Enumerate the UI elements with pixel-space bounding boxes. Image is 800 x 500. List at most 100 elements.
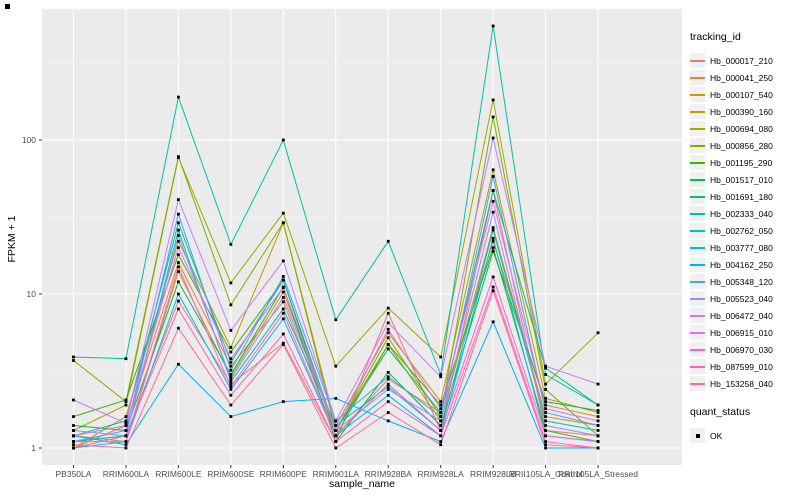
data-point bbox=[544, 382, 548, 386]
data-point bbox=[491, 246, 495, 250]
data-point bbox=[386, 393, 390, 397]
data-point bbox=[439, 429, 443, 432]
data-point bbox=[386, 382, 390, 386]
data-point bbox=[281, 307, 285, 311]
x-tick-label: RRII105LA_Stressed bbox=[558, 469, 638, 479]
legend-entry-label: Hb_004162_250 bbox=[710, 259, 773, 270]
data-point bbox=[176, 212, 180, 216]
data-point bbox=[386, 377, 390, 381]
legend-entry-label: Hb_003777_080 bbox=[710, 242, 773, 253]
data-point bbox=[596, 411, 600, 414]
data-point bbox=[334, 364, 338, 368]
data-point bbox=[229, 388, 233, 391]
data-point bbox=[491, 24, 495, 28]
y-tick-label: 10 bbox=[27, 289, 37, 299]
data-point bbox=[491, 210, 495, 214]
legend-entry-label: Hb_002762_050 bbox=[710, 225, 773, 236]
data-point bbox=[176, 326, 180, 330]
data-point bbox=[386, 347, 390, 351]
data-point bbox=[596, 403, 600, 407]
data-point bbox=[386, 331, 390, 335]
data-point bbox=[439, 403, 443, 407]
data-point bbox=[124, 440, 128, 444]
data-point bbox=[544, 411, 548, 414]
legend-entry-Hb_153258_040: Hb_153258_040 bbox=[690, 375, 798, 392]
data-point bbox=[229, 350, 233, 354]
data-point bbox=[439, 415, 443, 418]
data-point bbox=[124, 434, 128, 438]
x-tick-label: RRIM901LA bbox=[313, 469, 360, 479]
legend-key-line-icon bbox=[690, 342, 705, 357]
data-point bbox=[229, 303, 233, 307]
data-point bbox=[491, 285, 495, 289]
data-point bbox=[72, 424, 75, 427]
legend-key-line-icon bbox=[690, 104, 705, 119]
y-axis-title: FPKM + 1 bbox=[6, 215, 18, 263]
data-point bbox=[281, 300, 285, 304]
legend-entry-label: Hb_006472_040 bbox=[710, 310, 773, 321]
data-point bbox=[544, 443, 548, 447]
legend-entry-label: Hb_006970_030 bbox=[710, 344, 773, 355]
data-point bbox=[439, 375, 443, 379]
data-point bbox=[281, 290, 285, 294]
legend-entry-Hb_006472_040: Hb_006472_040 bbox=[690, 307, 798, 324]
legend-entry-label: Hb_000041_250 bbox=[710, 72, 773, 83]
data-point bbox=[491, 168, 495, 172]
data-point bbox=[281, 296, 285, 299]
legend-entry-Hb_001691_180: Hb_001691_180 bbox=[690, 188, 798, 205]
data-point bbox=[334, 446, 338, 450]
data-point bbox=[229, 403, 233, 407]
legend-title-tracking-id: tracking_id bbox=[690, 31, 741, 43]
quant-ok-label: OK bbox=[710, 430, 723, 441]
corner-artifact bbox=[5, 4, 10, 9]
data-point bbox=[596, 409, 600, 412]
data-point bbox=[229, 360, 233, 364]
data-point bbox=[176, 265, 180, 269]
legend-entry-label: Hb_000694_080 bbox=[710, 123, 773, 134]
data-point bbox=[229, 242, 233, 246]
data-point bbox=[281, 138, 285, 142]
legend-entry-label: Hb_153258_040 bbox=[710, 378, 773, 389]
data-point bbox=[176, 228, 180, 232]
data-point bbox=[124, 398, 128, 402]
data-point bbox=[491, 175, 495, 178]
legend-entries: Hb_000017_210 Hb_000041_250 Hb_000107_540 H… bbox=[690, 52, 798, 392]
legend-entry-label: Hb_000856_280 bbox=[710, 140, 773, 151]
data-point bbox=[334, 419, 338, 423]
data-point bbox=[491, 228, 495, 232]
x-tick-label: RRIM600LA bbox=[103, 469, 150, 479]
legend-key-line-icon bbox=[690, 274, 705, 289]
data-point bbox=[491, 189, 495, 192]
data-point bbox=[544, 366, 548, 370]
data-point bbox=[72, 415, 75, 418]
data-point bbox=[386, 375, 390, 379]
data-point bbox=[544, 419, 548, 423]
data-point bbox=[124, 424, 128, 427]
data-point bbox=[176, 253, 180, 257]
data-point bbox=[544, 440, 548, 444]
legend-entry-Hb_002762_050: Hb_002762_050 bbox=[690, 222, 798, 239]
data-point bbox=[596, 434, 600, 438]
data-point bbox=[439, 419, 443, 423]
data-point bbox=[281, 400, 285, 404]
data-point bbox=[596, 382, 600, 386]
legend-key-line-icon bbox=[690, 308, 705, 323]
legend-entry-label: Hb_000107_540 bbox=[710, 89, 773, 100]
data-point bbox=[176, 198, 180, 202]
x-tick-label: RRIM600SE bbox=[207, 469, 255, 479]
data-point bbox=[386, 306, 390, 310]
legend-key-line-icon bbox=[690, 376, 705, 391]
data-point bbox=[281, 343, 285, 346]
data-point bbox=[72, 446, 75, 450]
y-tick-label: 100 bbox=[22, 135, 36, 145]
data-point bbox=[124, 421, 128, 425]
data-point bbox=[334, 429, 338, 432]
data-point bbox=[176, 155, 180, 159]
legend-entry-label: Hb_087599_010 bbox=[710, 361, 773, 372]
data-point bbox=[491, 289, 495, 293]
legend-entry-Hb_000017_210: Hb_000017_210 bbox=[690, 52, 798, 69]
data-point bbox=[72, 429, 75, 432]
legend-key-line-icon bbox=[690, 206, 705, 221]
data-point bbox=[281, 311, 285, 315]
